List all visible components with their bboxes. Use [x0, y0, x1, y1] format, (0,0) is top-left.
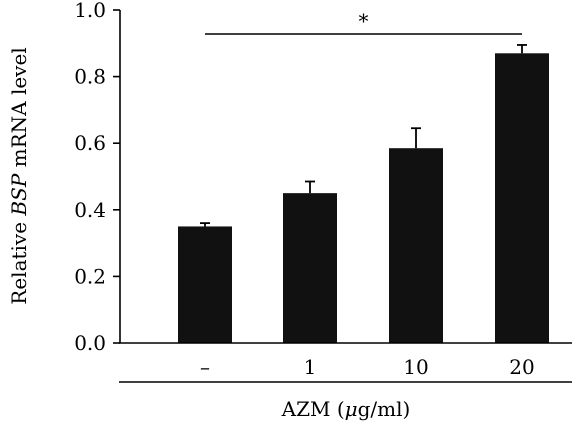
x-axis-ticks: – 1 10 20 [200, 355, 535, 379]
y-axis-ticks: 0.0 0.2 0.4 0.6 0.8 1.0 [74, 0, 120, 355]
y-axis-label-suffix: mRNA level [7, 47, 31, 173]
x-tick-label: 20 [509, 355, 534, 379]
x-axis-label-suffix: g/ml) [358, 397, 411, 421]
bars [178, 44, 549, 343]
significance-star: * [359, 9, 369, 33]
y-axis-label-gene: BSP [7, 173, 31, 216]
y-tick-label: 0.0 [74, 331, 106, 355]
x-axis-label-mu: μ [345, 397, 358, 421]
y-tick-label: 0.4 [74, 198, 106, 222]
y-axis-label: Relative BSP mRNA level [7, 47, 31, 304]
bar [389, 148, 443, 343]
y-axis-label-prefix: Relative [7, 216, 31, 305]
x-axis-label: AZM (μg/ml) [281, 397, 411, 421]
x-tick-label: 1 [304, 355, 317, 379]
y-tick-label: 0.6 [74, 131, 106, 155]
bar [178, 226, 232, 343]
bar [495, 53, 549, 343]
y-tick-label: 0.8 [74, 65, 106, 89]
x-tick-label: – [200, 355, 210, 379]
x-axis-label-prefix: AZM ( [281, 397, 345, 421]
bar [283, 193, 337, 343]
y-tick-label: 1.0 [74, 0, 106, 22]
y-tick-label: 0.2 [74, 264, 106, 288]
x-tick-label: 10 [403, 355, 428, 379]
